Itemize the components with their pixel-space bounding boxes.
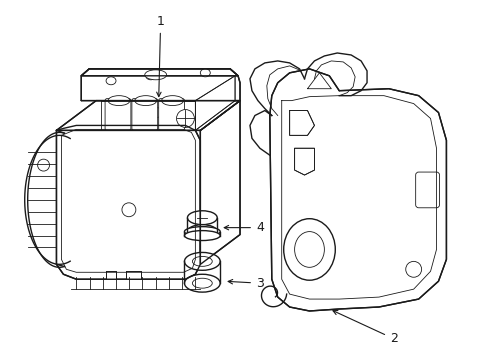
Polygon shape (126, 271, 141, 279)
Ellipse shape (144, 70, 166, 80)
Polygon shape (195, 76, 235, 130)
Ellipse shape (184, 252, 220, 270)
FancyBboxPatch shape (415, 172, 439, 208)
Ellipse shape (169, 103, 181, 109)
Ellipse shape (108, 96, 130, 105)
Polygon shape (81, 69, 240, 100)
Ellipse shape (192, 278, 212, 288)
Polygon shape (289, 111, 314, 135)
Ellipse shape (106, 77, 116, 85)
Text: 2: 2 (332, 311, 397, 345)
Text: 4: 4 (224, 221, 264, 234)
Polygon shape (294, 148, 314, 175)
Ellipse shape (187, 211, 217, 225)
FancyBboxPatch shape (105, 99, 131, 130)
Polygon shape (200, 100, 240, 264)
Ellipse shape (283, 219, 335, 280)
Text: 3: 3 (228, 277, 264, 290)
Polygon shape (56, 125, 200, 279)
Ellipse shape (405, 261, 421, 277)
Ellipse shape (187, 225, 217, 239)
Ellipse shape (162, 96, 183, 105)
FancyBboxPatch shape (132, 99, 157, 130)
Circle shape (176, 109, 194, 127)
Ellipse shape (135, 96, 156, 105)
Polygon shape (269, 69, 446, 311)
Ellipse shape (110, 109, 122, 116)
Ellipse shape (192, 256, 212, 266)
Ellipse shape (184, 227, 220, 237)
Circle shape (122, 203, 136, 217)
Ellipse shape (145, 72, 155, 80)
Ellipse shape (140, 105, 151, 112)
FancyBboxPatch shape (158, 99, 184, 130)
Ellipse shape (184, 274, 220, 292)
Ellipse shape (184, 231, 220, 240)
Polygon shape (106, 271, 116, 279)
Ellipse shape (200, 69, 210, 77)
Text: 1: 1 (156, 15, 164, 96)
Circle shape (38, 159, 49, 171)
Ellipse shape (146, 108, 164, 117)
Polygon shape (81, 69, 238, 76)
Polygon shape (56, 100, 240, 130)
Ellipse shape (294, 231, 324, 267)
